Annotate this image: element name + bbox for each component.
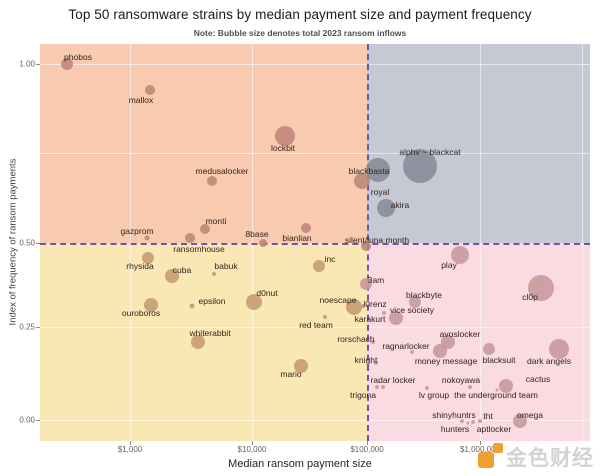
point-label: blackbasta xyxy=(348,166,390,176)
point-label: vice society xyxy=(390,305,434,315)
vertical-gridline xyxy=(252,44,253,441)
point-label: shinyhuntrs xyxy=(432,410,476,420)
point-label: monti xyxy=(205,216,227,226)
point-label: nokoyawa xyxy=(441,375,481,385)
horizontal-gridline xyxy=(40,420,590,421)
point-label: l0renz xyxy=(363,299,387,309)
point-label: epsilon xyxy=(198,296,226,306)
vertical-gridline xyxy=(130,44,131,441)
point-label: red team xyxy=(299,320,333,330)
point-label: lockbit xyxy=(270,143,296,153)
y-tick-label: 1.00 xyxy=(19,59,35,69)
y-tick-label: 0.00 xyxy=(19,415,35,425)
point-label: royal xyxy=(370,187,390,197)
quadrant-top-right xyxy=(367,44,590,243)
point-label: mario xyxy=(280,369,302,379)
point-label: money message xyxy=(414,356,478,366)
point-label: cl0p xyxy=(522,292,538,302)
x-tick-label: $1,000 xyxy=(117,445,143,454)
point-label: whiterabbit xyxy=(189,328,231,338)
quadrant-top-left xyxy=(40,44,367,243)
point-label: cuba xyxy=(172,265,192,275)
point-label: silent/luna month xyxy=(344,235,410,245)
y-tick-mark xyxy=(36,420,40,421)
point-label: akira xyxy=(390,200,410,210)
point-label: the underground team xyxy=(454,390,538,400)
point-label: omega xyxy=(517,410,543,420)
vertical-gridline xyxy=(582,44,583,441)
point-label: trigona xyxy=(350,390,376,400)
x-tick-mark xyxy=(480,441,481,445)
horizontal-gridline xyxy=(40,153,590,154)
point-label: rhysida xyxy=(126,261,154,271)
point-label: bianlian xyxy=(282,233,312,243)
frequency-threshold-line xyxy=(40,243,590,245)
x-axis-title: Median ransom payment size xyxy=(228,458,372,470)
point-label: lv group xyxy=(418,390,450,400)
x-tick-label: $1,000,000 xyxy=(459,445,501,454)
point-label: aptlocker xyxy=(476,424,512,434)
x-tick-mark xyxy=(252,441,253,445)
x-tick-mark xyxy=(130,441,131,445)
horizontal-gridline xyxy=(40,64,590,65)
point-label: hunters xyxy=(440,424,470,434)
watermark-text: 金色财经 xyxy=(506,447,594,470)
point-label: cactus xyxy=(525,374,551,384)
y-tick-label: 0.50 xyxy=(19,238,35,248)
point-label: gazprom xyxy=(120,226,154,236)
point-label: play xyxy=(441,260,457,270)
point-label: ragnarlocker xyxy=(382,341,430,351)
point-label: babuk xyxy=(214,261,238,271)
chart-subtitle-note: Note: Bubble size denotes total 2023 ran… xyxy=(193,28,407,38)
y-tick-mark xyxy=(36,243,40,244)
point-label: medusalocker xyxy=(195,166,249,176)
point-label: blacksuit xyxy=(482,355,516,365)
watermark: 金色财经 xyxy=(478,441,596,471)
point-label: mallox xyxy=(128,95,154,105)
point-label: tht xyxy=(483,411,493,421)
point-label: 8base xyxy=(245,229,269,239)
horizontal-gridline xyxy=(40,327,590,328)
plot-area xyxy=(40,44,590,441)
point-label: knight xyxy=(354,355,378,365)
x-tick-label: $10,000 xyxy=(237,445,267,454)
point-label: avoslocker xyxy=(439,329,481,339)
x-tick-label: $100,000 xyxy=(350,445,384,454)
point-label: ransomhouse xyxy=(173,244,225,254)
point-label: ouroboros xyxy=(121,308,161,318)
point-label: dark angels xyxy=(527,356,571,366)
point-label: radar locker xyxy=(370,375,416,385)
point-label: alphv ~ blackcat xyxy=(399,147,461,157)
golden-finance-logo-icon xyxy=(478,443,504,469)
page-title: Top 50 ransomware strains by median paym… xyxy=(68,7,532,22)
y-tick-mark xyxy=(36,64,40,65)
point-label: 3am xyxy=(367,275,385,285)
point-label: noescape xyxy=(319,295,357,305)
quadrant-bottom-left xyxy=(40,243,367,441)
x-tick-mark xyxy=(367,441,368,445)
point-label: rorschach xyxy=(337,334,375,344)
point-label: d0nut xyxy=(256,288,278,298)
vertical-gridline xyxy=(480,44,481,441)
point-label: karakurt xyxy=(354,314,386,324)
y-axis-title: Index of frequency of ransom payments xyxy=(7,158,19,326)
point-label: phobos xyxy=(64,52,92,62)
y-tick-mark xyxy=(36,327,40,328)
point-label: blackbyte xyxy=(406,290,442,300)
point-label: inc xyxy=(324,254,336,264)
y-tick-label: 0.25 xyxy=(19,322,35,332)
